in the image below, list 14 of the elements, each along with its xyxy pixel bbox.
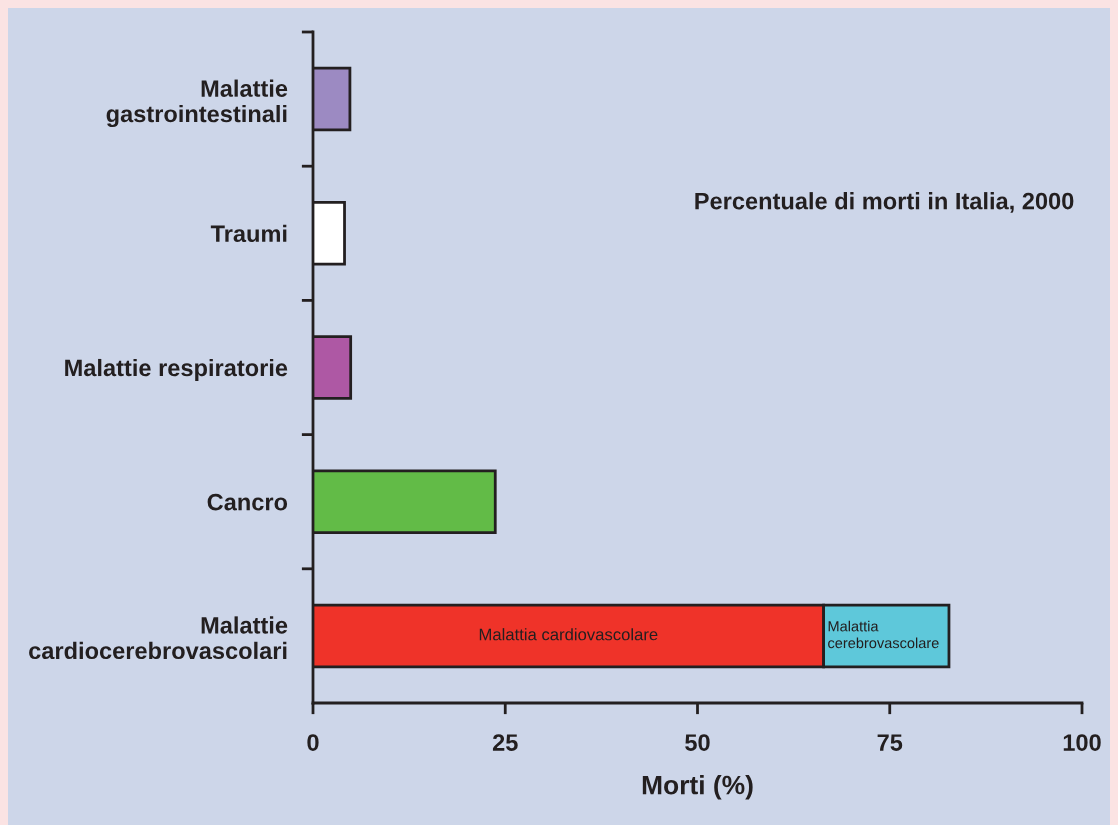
x-tick-label: 75 xyxy=(877,734,903,751)
y-tick-label: Malattie respiratorie xyxy=(65,358,288,381)
series-label: Malattia cerebrovascolare xyxy=(828,620,939,649)
text: Percentuale di morti in Italia, 2000 xyxy=(695,192,1074,213)
x-tick-label: 25 xyxy=(492,734,518,751)
x-tick-label: 50 xyxy=(685,734,710,751)
y-tick-label: Malattie cardiocerebrovascolari xyxy=(29,616,288,660)
y-tick-label: Traumi xyxy=(210,224,287,243)
y-tick-label: Malattie gastrointestinali xyxy=(106,79,288,128)
x-tick-label: 100 xyxy=(1063,734,1101,751)
x-tick-label: 0 xyxy=(307,734,319,751)
x-axis-title: Morti (%) xyxy=(642,775,753,800)
y-tick-label: Cancro xyxy=(207,493,288,511)
series-label: Malattia cardiovascolare xyxy=(479,628,658,641)
